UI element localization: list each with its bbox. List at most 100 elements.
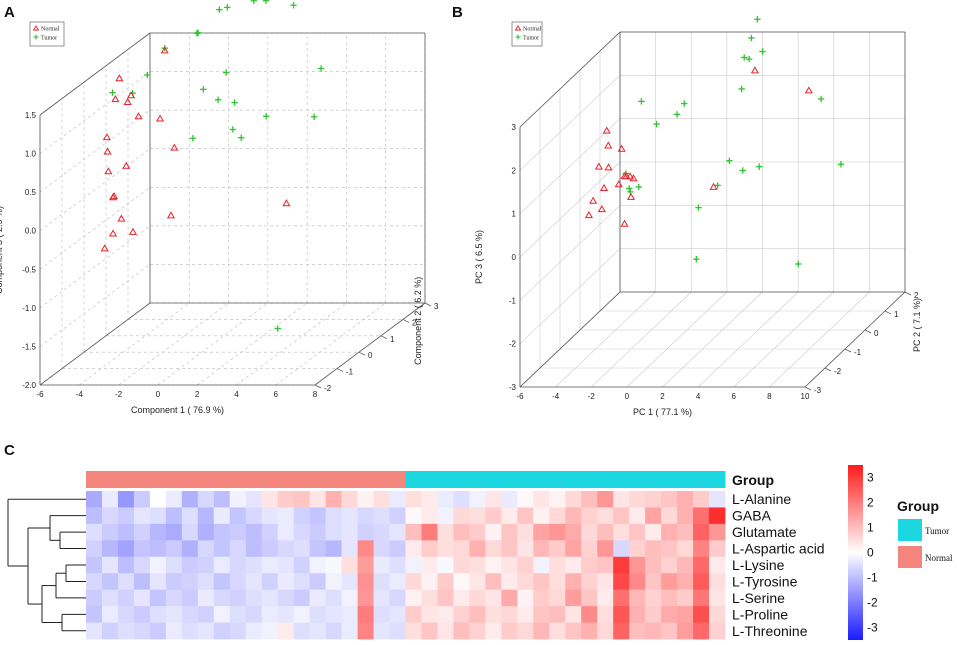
heatmap-cell bbox=[517, 491, 534, 508]
heatmap-cell bbox=[229, 556, 247, 574]
heatmap-cell bbox=[197, 589, 215, 607]
legend-tumor-label: Tumor bbox=[41, 36, 57, 42]
y-tick-label: 0 bbox=[368, 351, 373, 360]
normal-point bbox=[750, 66, 759, 74]
tumor-point bbox=[216, 6, 223, 13]
heatmap-cell bbox=[117, 507, 135, 525]
heatmap-cell bbox=[645, 507, 662, 525]
group-cell-normal bbox=[245, 471, 263, 488]
heatmap-cell bbox=[709, 622, 726, 640]
group-bar-label: Group bbox=[732, 472, 774, 488]
heatmap-cell bbox=[453, 606, 470, 623]
heatmap-cell bbox=[597, 556, 614, 574]
group-cell-normal bbox=[165, 471, 183, 488]
heatmap-cell bbox=[437, 507, 454, 525]
group-cell-normal bbox=[357, 471, 375, 488]
heatmap-cell bbox=[117, 589, 135, 607]
normal-point bbox=[104, 167, 113, 175]
heatmap-cell bbox=[245, 491, 263, 508]
heatmap-cell bbox=[709, 507, 726, 525]
heatmap-cell bbox=[469, 573, 486, 591]
heatmap-cell bbox=[181, 622, 199, 640]
heatmap-cell bbox=[597, 540, 614, 558]
heatmap-cell bbox=[517, 573, 534, 591]
heatmap-cell bbox=[693, 573, 710, 591]
normal-point bbox=[629, 174, 638, 182]
heatmap-cell bbox=[661, 507, 678, 525]
heatmap-cell bbox=[533, 507, 550, 525]
heatmap-cell bbox=[245, 556, 263, 574]
heatmap-cell bbox=[197, 556, 215, 574]
x-tick-label: -6 bbox=[36, 390, 44, 399]
heatmap-cell bbox=[261, 491, 279, 508]
heatmap-cell bbox=[485, 523, 502, 541]
group-cell-normal bbox=[133, 471, 151, 488]
tumor-point bbox=[223, 69, 230, 76]
heatmap-cell bbox=[565, 573, 582, 591]
heatmap-cell bbox=[373, 507, 390, 525]
colorbar bbox=[848, 465, 863, 640]
normal-point bbox=[617, 144, 626, 152]
x-tick-label: 4 bbox=[234, 390, 239, 399]
data-points bbox=[584, 16, 845, 268]
heatmap-cell bbox=[501, 556, 518, 574]
heatmap-cell bbox=[293, 622, 311, 640]
data-points bbox=[100, 0, 325, 332]
normal-point bbox=[597, 205, 606, 213]
heatmap-cell bbox=[101, 573, 119, 591]
group-cell-tumor bbox=[565, 471, 582, 488]
heatmap-cell bbox=[245, 622, 263, 640]
heatmap-cell bbox=[133, 622, 151, 640]
heatmap-cell bbox=[677, 606, 694, 623]
y-tick-labels: -2 -1 0 1 2 3 bbox=[314, 302, 439, 393]
group-cell-normal bbox=[117, 471, 135, 488]
heatmap-cell bbox=[86, 523, 103, 541]
group-cell-tumor bbox=[629, 471, 646, 488]
heatmap-cell bbox=[613, 491, 630, 508]
heatmap-cell bbox=[437, 491, 454, 508]
heatmap-cell bbox=[277, 622, 295, 640]
heatmap-cell bbox=[117, 622, 135, 640]
tumor-point bbox=[262, 0, 270, 4]
normal-point bbox=[166, 211, 176, 219]
heatmap-cell bbox=[101, 556, 119, 574]
heatmap-cell bbox=[677, 622, 694, 640]
tumor-point bbox=[310, 113, 318, 121]
y-tick-label: -1 bbox=[346, 368, 354, 377]
heatmap-cell bbox=[709, 556, 726, 574]
heatmap-cell bbox=[133, 556, 151, 574]
heatmap-cell bbox=[597, 589, 614, 607]
tumor-point bbox=[726, 157, 733, 164]
heatmap-cell bbox=[565, 491, 582, 508]
tumor-point bbox=[250, 0, 257, 5]
heatmap-cell bbox=[677, 556, 694, 574]
tumor-point bbox=[695, 204, 702, 211]
group-legend-swatch-tumor bbox=[898, 519, 922, 541]
heatmap-cell bbox=[501, 573, 518, 591]
group-cell-tumor bbox=[405, 471, 422, 488]
heatmap-cell bbox=[661, 540, 678, 558]
heatmap-cell bbox=[149, 589, 167, 607]
heatmap-cell bbox=[165, 606, 183, 623]
heatmap-cell bbox=[533, 556, 550, 574]
heatmap-cell bbox=[245, 589, 263, 607]
heatmap-cell bbox=[613, 589, 630, 607]
heatmap-cell bbox=[309, 507, 327, 525]
heatmap-cell bbox=[645, 556, 662, 574]
heatmap-cell bbox=[613, 507, 630, 525]
heatmap-cell bbox=[597, 573, 614, 591]
normal-point bbox=[626, 192, 636, 200]
heatmap-cell bbox=[613, 573, 630, 591]
heatmap-cell bbox=[277, 540, 295, 558]
heatmap-cell bbox=[245, 540, 263, 558]
normal-point bbox=[620, 219, 629, 227]
heatmap-cell bbox=[341, 622, 358, 640]
normal-point bbox=[100, 244, 109, 252]
heatmap-cell bbox=[645, 573, 662, 591]
heatmap-cell bbox=[469, 556, 486, 574]
row-label: L-Aspartic acid bbox=[732, 541, 825, 557]
heatmap-cell bbox=[549, 491, 566, 508]
heatmap-cell bbox=[293, 556, 311, 574]
normal-point bbox=[155, 114, 165, 122]
normal-point bbox=[102, 133, 111, 141]
